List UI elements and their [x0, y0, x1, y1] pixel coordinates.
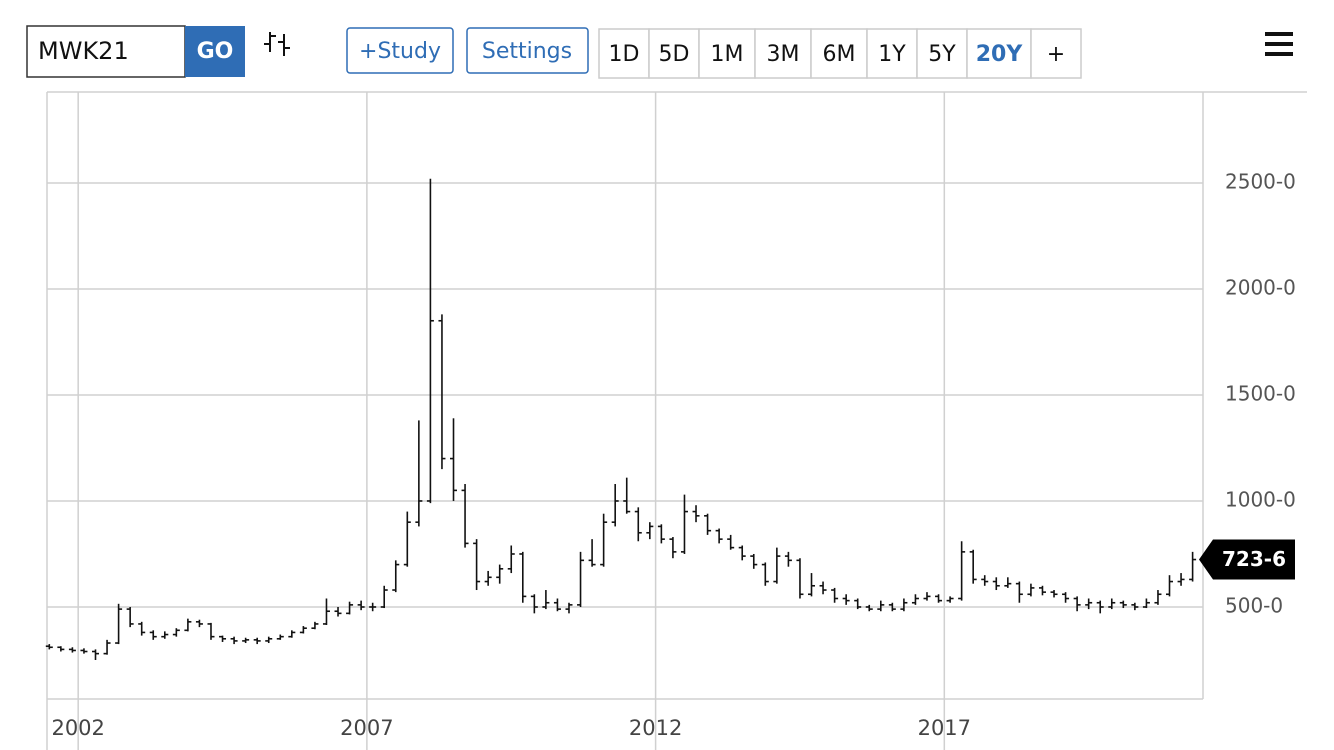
- symbol-text: MWK21: [38, 37, 129, 65]
- range-label: +: [1047, 42, 1065, 67]
- range-button[interactable]: [916, 28, 968, 79]
- range-label: 1M: [711, 42, 744, 67]
- x-tick-label: 2017: [918, 716, 971, 740]
- range-button[interactable]: [866, 28, 918, 79]
- study-button[interactable]: [346, 27, 454, 74]
- settings-label: Settings: [482, 39, 572, 64]
- go-label: GO: [197, 39, 234, 64]
- x-tick-label: 2002: [51, 716, 104, 740]
- y-tick-label: 2500-0: [1225, 169, 1296, 193]
- range-label: 1D: [609, 42, 640, 67]
- study-label: +Study: [359, 39, 441, 64]
- chart-type-icon[interactable]: [264, 32, 290, 56]
- go-button[interactable]: [185, 26, 245, 77]
- range-group: 1D 5D 1M 3M 6M 1Y 5Y 20Y +: [598, 28, 1082, 79]
- range-button[interactable]: [1030, 28, 1082, 79]
- y-tick-label: 2000-0: [1225, 275, 1296, 299]
- range-label: 5D: [659, 42, 690, 67]
- range-label: 20Y: [976, 42, 1024, 67]
- plot: 2002 2007 2012 2017 500-0 1000-0 1500-0 2000-0 2…: [45, 91, 1307, 750]
- y-tick-label: 500-0: [1225, 593, 1283, 617]
- range-label: 6M: [823, 42, 856, 67]
- range-button[interactable]: [966, 28, 1032, 79]
- range-button[interactable]: [810, 28, 868, 79]
- menu-icon[interactable]: [1265, 32, 1293, 56]
- last-price-label: 723-6: [1222, 547, 1286, 571]
- range-button[interactable]: [698, 28, 756, 79]
- x-tick-label: 2007: [340, 716, 393, 740]
- symbol-input[interactable]: [26, 25, 186, 78]
- range-button[interactable]: [648, 28, 700, 79]
- y-tick-label: 1000-0: [1225, 487, 1296, 511]
- x-tick-label: 2012: [629, 716, 682, 740]
- range-label: 5Y: [928, 42, 956, 67]
- settings-button[interactable]: [466, 27, 589, 74]
- y-tick-label: 1500-0: [1225, 381, 1296, 405]
- range-label: 3M: [767, 42, 800, 67]
- range-label: 1Y: [878, 42, 906, 67]
- last-price-tag: [1199, 539, 1295, 580]
- range-button[interactable]: [754, 28, 812, 79]
